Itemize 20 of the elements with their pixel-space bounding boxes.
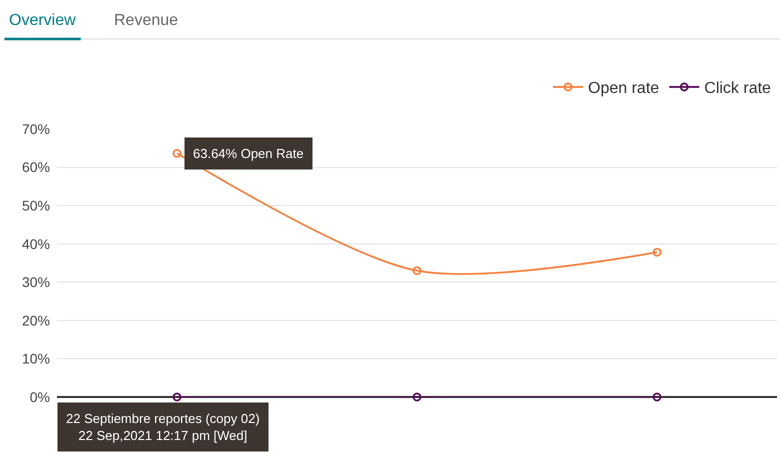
point	[652, 392, 662, 402]
y-tick-label: 0%	[30, 388, 50, 405]
y-tick-label: 50%	[22, 197, 50, 214]
text: Overview	[9, 12, 76, 29]
text: 22 Septiembre reportes (copy 02) 22 Sep,2021 12:17 pm [Wed]	[66, 411, 260, 443]
point	[652, 248, 662, 257]
point	[172, 392, 182, 402]
y-tick-label: 20%	[22, 312, 50, 328]
y-tick-label: 10%	[22, 350, 50, 367]
annotation: 63.64% Open Rate	[193, 146, 304, 161]
text: Revenue	[114, 12, 178, 29]
point	[172, 148, 182, 158]
y-tick-label: 40%	[22, 236, 50, 252]
legend-label: Open rate	[588, 80, 660, 98]
legend-label: Click rate	[704, 80, 772, 98]
point	[412, 392, 422, 402]
y-tick-label: 60%	[22, 159, 50, 176]
y-tick-label: 30%	[22, 274, 50, 290]
point	[412, 266, 422, 276]
y-tick-label: 70%	[22, 120, 50, 137]
